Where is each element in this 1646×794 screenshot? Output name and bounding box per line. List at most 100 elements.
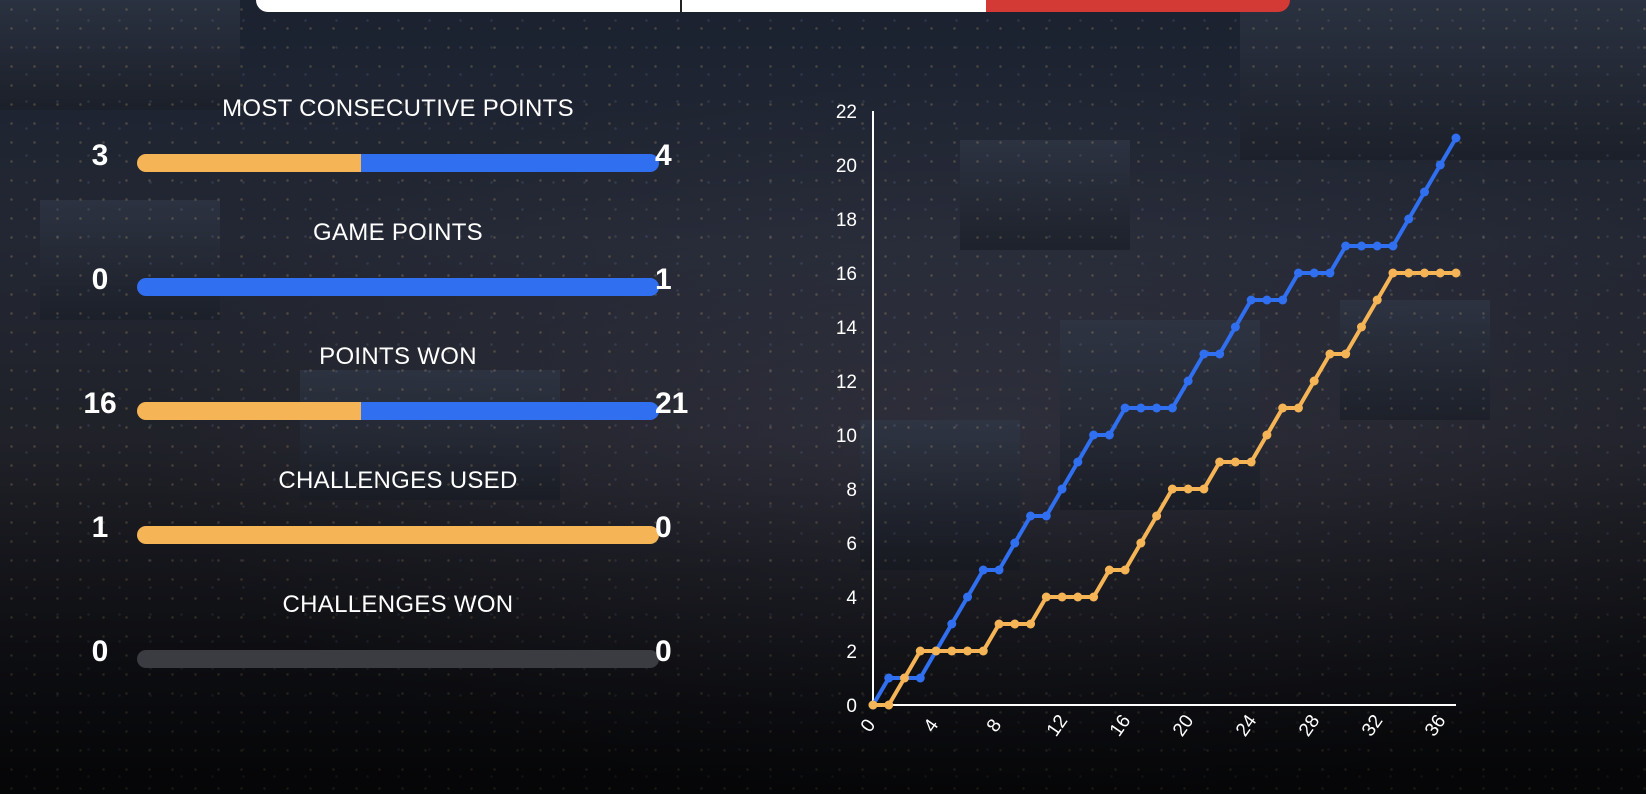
series-2-point xyxy=(1246,457,1256,467)
series-1-point xyxy=(915,673,925,683)
series-1-point xyxy=(1010,538,1020,548)
series-1-point xyxy=(1183,376,1193,386)
y-tick-label: 12 xyxy=(836,372,857,393)
y-tick-label: 0 xyxy=(846,696,857,717)
stat-comparison-bar xyxy=(137,526,659,544)
series-2-point xyxy=(1278,403,1288,413)
scoreboard-segment-player xyxy=(256,0,682,12)
x-tick-label: 8 xyxy=(983,715,1006,736)
series-1-point xyxy=(1057,484,1067,494)
series-2-point xyxy=(1293,403,1303,413)
y-tick-label: 8 xyxy=(846,480,857,501)
stat-label: MOST CONSECUTIVE POINTS xyxy=(222,95,574,122)
x-tick-label: 16 xyxy=(1106,711,1135,740)
series-1-point xyxy=(1278,295,1288,305)
stat-bar-left-segment xyxy=(137,402,362,420)
series-2-point xyxy=(994,619,1004,629)
stat-row-challenges-won: CHALLENGES WON 0 0 xyxy=(0,591,740,681)
stat-row-points-won: POINTS WON 16 21 xyxy=(0,343,740,433)
series-1-point xyxy=(1215,349,1225,359)
series-2-point xyxy=(1372,295,1382,305)
y-tick-label: 6 xyxy=(846,534,857,555)
series-2-point xyxy=(1309,376,1319,386)
x-tick-label: 0 xyxy=(857,715,880,736)
series-1-point xyxy=(1309,268,1319,278)
stat-left-value: 0 xyxy=(91,635,109,668)
stat-row-game-points: GAME POINTS 0 1 xyxy=(0,219,740,309)
series-1-point xyxy=(884,673,894,683)
series-2-point xyxy=(1356,322,1366,332)
stat-bar-left-segment xyxy=(137,526,659,544)
stat-label: CHALLENGES WON xyxy=(282,591,514,618)
series-2-point xyxy=(978,646,988,656)
series-1-point xyxy=(1152,403,1162,413)
series-2-point xyxy=(1010,619,1020,629)
series-2-point xyxy=(1041,592,1051,602)
stat-comparison-bar xyxy=(137,650,659,668)
stat-right-value: 0 xyxy=(655,511,672,544)
series-2-point xyxy=(1120,565,1130,575)
series-1-point xyxy=(1293,268,1303,278)
series-2-point xyxy=(1026,619,1036,629)
x-tick-label: 24 xyxy=(1232,711,1262,741)
series-2-point xyxy=(1104,565,1114,575)
stat-left-value: 0 xyxy=(91,263,109,296)
x-tick-label: 32 xyxy=(1358,711,1387,740)
y-tick-label: 2 xyxy=(846,642,857,663)
top-scoreboard-bar xyxy=(256,0,1290,12)
series-2-point xyxy=(1325,349,1335,359)
series-2-point xyxy=(1341,349,1351,359)
series-1-point xyxy=(1435,160,1445,170)
series-2-point xyxy=(1404,268,1414,278)
series-1-point xyxy=(1325,268,1335,278)
stat-left-value: 1 xyxy=(91,511,109,544)
x-tick-label: 4 xyxy=(920,715,944,736)
series-2-point xyxy=(1089,592,1099,602)
series-2-point xyxy=(963,646,973,656)
stat-bar-right-segment xyxy=(361,402,659,420)
stat-bar-left-segment xyxy=(137,154,362,172)
series-2-point xyxy=(1057,592,1067,602)
y-tick-label: 14 xyxy=(836,318,858,339)
series-1-point xyxy=(1356,241,1366,251)
stat-label: POINTS WON xyxy=(319,343,477,370)
x-tick-label: 36 xyxy=(1421,711,1450,740)
series-1-point xyxy=(994,565,1004,575)
series-1-point xyxy=(1026,511,1036,521)
series-1-point xyxy=(1246,295,1256,305)
series-2-point xyxy=(1199,484,1209,494)
stat-right-value: 0 xyxy=(655,635,672,668)
stat-left-value: 3 xyxy=(91,139,109,172)
series-2-point xyxy=(1388,268,1398,278)
x-tick-label: 12 xyxy=(1043,711,1072,740)
y-tick-label: 22 xyxy=(836,102,857,123)
series-1-point xyxy=(1230,322,1240,332)
series-1-point xyxy=(1388,241,1398,251)
series-1-point xyxy=(1073,457,1083,467)
series-line-2 xyxy=(871,271,1458,707)
series-2-point xyxy=(1183,484,1193,494)
series-2-point xyxy=(1451,268,1461,278)
series-2-point xyxy=(1215,457,1225,467)
series-2-point xyxy=(915,646,925,656)
series-1-point xyxy=(963,592,973,602)
series-1-point xyxy=(1089,430,1099,440)
x-tick-label: 20 xyxy=(1169,711,1198,740)
stat-label: GAME POINTS xyxy=(313,219,483,246)
y-tick-label: 16 xyxy=(836,264,857,285)
series-1-point xyxy=(1167,403,1177,413)
series-1-point xyxy=(1041,511,1051,521)
stat-bar-right-segment xyxy=(361,154,659,172)
y-tick-label: 10 xyxy=(836,426,857,447)
series-2-point xyxy=(1136,538,1146,548)
series-1-point xyxy=(1199,349,1209,359)
series-2-point xyxy=(1073,592,1083,602)
y-tick-label: 20 xyxy=(836,156,857,177)
series-1-point xyxy=(1120,403,1130,413)
series-1-point xyxy=(1262,295,1272,305)
series-1-point xyxy=(1419,187,1429,197)
stat-comparison-bar xyxy=(137,402,659,420)
y-tick-label: 18 xyxy=(836,210,857,231)
series-2-point xyxy=(947,646,957,656)
